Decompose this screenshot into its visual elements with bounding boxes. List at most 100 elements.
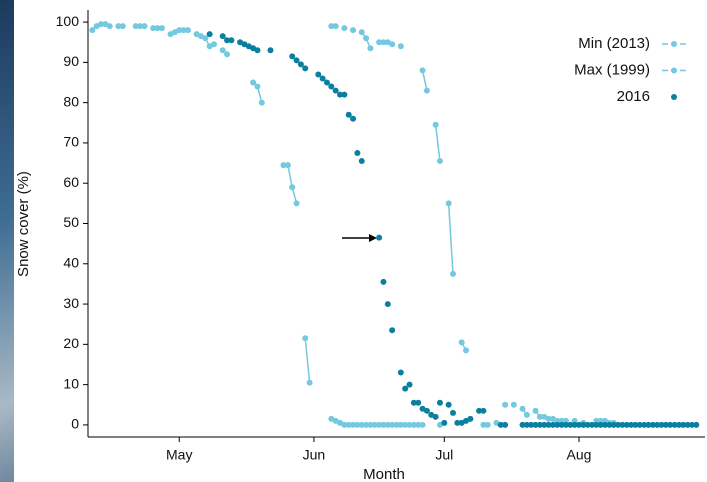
point: [397, 369, 404, 376]
point: [371, 421, 378, 428]
y-tick-label: 50: [63, 214, 79, 230]
point: [636, 421, 643, 428]
point: [623, 421, 630, 428]
point: [367, 421, 374, 428]
point: [328, 23, 335, 30]
point: [423, 87, 430, 94]
x-tick-label: Jun: [303, 447, 326, 463]
point: [597, 421, 604, 428]
point: [541, 421, 548, 428]
point: [415, 421, 422, 428]
x-tick-label: Jul: [435, 447, 453, 463]
point: [106, 23, 113, 30]
point: [645, 421, 652, 428]
y-tick-label: 10: [63, 375, 79, 391]
point: [575, 421, 582, 428]
point: [562, 421, 569, 428]
point: [554, 421, 561, 428]
y-axis-label: Snow cover (%): [15, 171, 32, 277]
point: [367, 45, 374, 52]
point: [532, 421, 539, 428]
point: [384, 301, 391, 308]
series-line: [304, 338, 311, 383]
point: [419, 67, 426, 74]
point: [402, 385, 409, 392]
point: [302, 335, 309, 342]
point: [206, 31, 213, 38]
point: [688, 421, 695, 428]
point: [376, 39, 383, 46]
point: [363, 35, 370, 42]
point: [654, 421, 661, 428]
point: [476, 407, 483, 414]
point: [480, 421, 487, 428]
point: [510, 401, 517, 408]
point: [602, 421, 609, 428]
point: [571, 421, 578, 428]
point: [137, 23, 144, 30]
point: [354, 421, 361, 428]
point: [358, 158, 365, 165]
point: [389, 421, 396, 428]
y-tick-label: 60: [63, 174, 79, 190]
point: [341, 421, 348, 428]
point: [528, 421, 535, 428]
point: [467, 415, 474, 422]
point: [115, 23, 122, 30]
point: [454, 419, 461, 426]
point: [332, 23, 339, 30]
point: [536, 421, 543, 428]
point: [519, 405, 526, 412]
point: [502, 421, 509, 428]
point: [150, 25, 157, 32]
x-tick-label: Aug: [567, 447, 592, 463]
point: [536, 413, 543, 420]
point: [180, 27, 187, 34]
point: [119, 23, 126, 30]
point: [358, 421, 365, 428]
legend-marker: [671, 94, 677, 100]
point: [619, 421, 626, 428]
point: [389, 327, 396, 334]
point: [376, 421, 383, 428]
point: [519, 421, 526, 428]
point: [141, 23, 148, 30]
point: [219, 33, 226, 40]
point: [345, 111, 352, 118]
point: [423, 407, 430, 414]
point: [350, 27, 357, 34]
point: [89, 27, 96, 34]
point: [415, 399, 422, 406]
point: [445, 401, 452, 408]
point: [406, 381, 413, 388]
point: [341, 25, 348, 32]
point: [154, 25, 161, 32]
point: [684, 421, 691, 428]
point: [606, 421, 613, 428]
point: [224, 51, 231, 58]
annotation-arrowhead: [369, 234, 377, 242]
point: [397, 43, 404, 50]
point: [497, 421, 504, 428]
point: [675, 421, 682, 428]
point: [436, 399, 443, 406]
point: [158, 25, 165, 32]
legend-marker: [671, 41, 677, 47]
point: [358, 29, 365, 36]
point: [323, 79, 330, 86]
point: [389, 41, 396, 48]
point: [202, 35, 209, 42]
point: [502, 401, 509, 408]
point: [658, 421, 665, 428]
point: [632, 421, 639, 428]
y-tick-label: 0: [71, 416, 79, 432]
point: [319, 75, 326, 82]
point: [384, 421, 391, 428]
point: [337, 91, 344, 98]
point: [523, 411, 530, 418]
point: [254, 47, 261, 54]
figure-background: [14, 0, 707, 482]
y-tick-label: 70: [63, 134, 79, 150]
legend-marker: [671, 67, 677, 74]
point: [628, 421, 635, 428]
